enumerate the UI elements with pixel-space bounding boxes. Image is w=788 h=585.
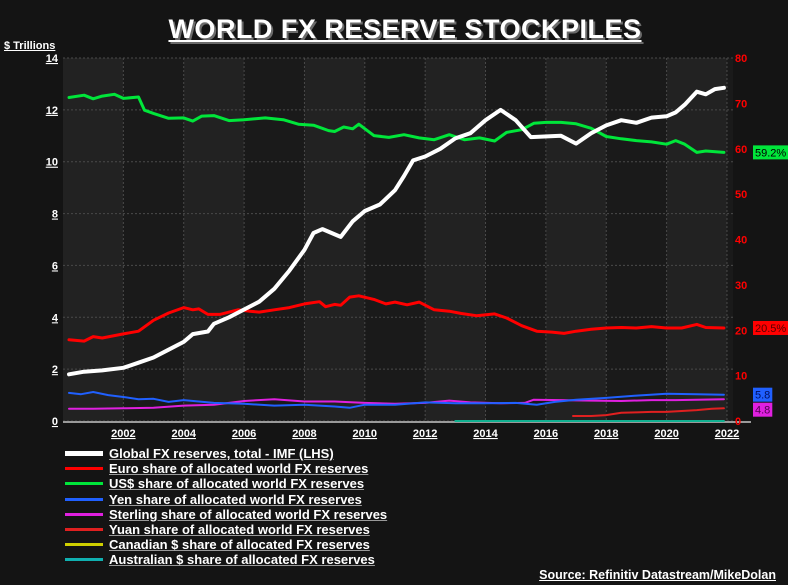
legend-label: Global FX reserves, total - IMF (LHS) [109,446,334,462]
left-tick-label: 12 [46,105,58,117]
x-tick-label: 2018 [594,428,618,440]
legend-item: Sterling share of allocated world FX res… [65,507,387,522]
right-tick-label: 70 [735,98,747,110]
right-tick-label: 60 [735,144,747,156]
legend-swatch [65,467,103,471]
plot-band [304,58,365,421]
legend-swatch [65,512,103,516]
legend-swatch [65,543,103,547]
x-tick-label: 2016 [534,428,558,440]
legend-item: Global FX reserves, total - IMF (LHS) [65,446,387,461]
legend-label: Australian $ share of allocated FX reser… [109,552,375,568]
legend-label: Euro share of allocated world FX reserve… [109,461,369,477]
legend-label: Sterling share of allocated world FX res… [109,506,388,522]
plot-band [364,58,426,421]
left-tick-label: 4 [52,312,59,324]
right-tick-label: 50 [735,189,747,201]
legend-label: Yen share of allocated world FX reserves [109,491,362,507]
series-line-2 [67,92,726,154]
x-tick-label: 2002 [111,428,135,440]
plot-band [63,58,124,421]
x-tick-label: 2008 [292,428,316,440]
end-value-label: 5.8 [755,390,770,402]
right-tick-label: 40 [735,235,747,247]
right-tick-label: 30 [735,280,747,292]
legend-swatch [65,482,103,486]
legend-item: Canadian $ share of allocated FX reserve… [65,537,387,552]
x-tick-label: 2020 [654,428,678,440]
source-note: Source: Refinitiv Datastream/MikeDolan [539,568,776,582]
x-tick-label: 2022 [715,428,739,440]
legend-swatch [65,451,103,457]
legend-item: US$ share of allocated world FX reserves [65,476,387,491]
series-line-1 [67,294,726,343]
x-tick-label: 2012 [413,428,437,440]
legend-swatch [65,497,103,501]
legend-item: Australian $ share of allocated FX reser… [65,552,387,567]
legend-label: Canadian $ share of allocated FX reserve… [109,537,370,553]
left-tick-label: 10 [46,157,58,169]
legend-swatch [65,528,103,532]
series-line-5 [572,407,725,417]
left-tick-label: 0 [52,416,58,428]
plot-band [666,58,727,421]
end-value-badge [753,402,773,417]
end-value-label: 4.8 [755,405,770,417]
legend-swatch [65,558,103,562]
plot-band [545,58,607,421]
chart-title: WORLD FX RESERVE STOCKPILES [168,14,642,44]
left-tick-label: 6 [52,260,58,272]
legend-item: Euro share of allocated world FX reserve… [65,461,387,476]
end-value-badge [753,387,773,402]
left-tick-label: 8 [52,209,58,221]
x-tick-label: 2004 [171,428,196,440]
right-tick-label: 20 [735,325,747,337]
plot-band [244,58,305,421]
end-value-label: 59.2% [755,147,786,159]
plot-band [425,58,486,421]
legend: Global FX reserves, total - IMF (LHS) Eu… [65,446,387,568]
right-tick-label: 10 [735,371,747,383]
end-value-label: 20.5% [755,323,786,335]
x-tick-label: 2010 [353,428,377,440]
plot-band [726,58,733,421]
series-line-0 [67,85,726,377]
left-tick-label: 2 [52,364,58,376]
left-axis-label: $ Trillions [4,40,56,52]
right-tick-label: 80 [735,53,747,65]
end-value-badge [753,320,788,335]
x-tick-label: 2006 [232,428,256,440]
plot-band [183,58,245,421]
legend-item: Yen share of allocated world FX reserves [65,492,387,507]
plot-band [606,58,667,421]
legend-label: US$ share of allocated world FX reserves [109,476,365,492]
x-tick-label: 2014 [473,428,498,440]
legend-label: Yuan share of allocated world FX reserve… [109,522,370,538]
series-line-3 [68,391,725,409]
left-tick-label: 14 [46,53,59,65]
right-tick-label: 0 [735,416,741,428]
legend-item: Yuan share of allocated world FX reserve… [65,522,387,537]
end-value-badge [753,145,788,160]
